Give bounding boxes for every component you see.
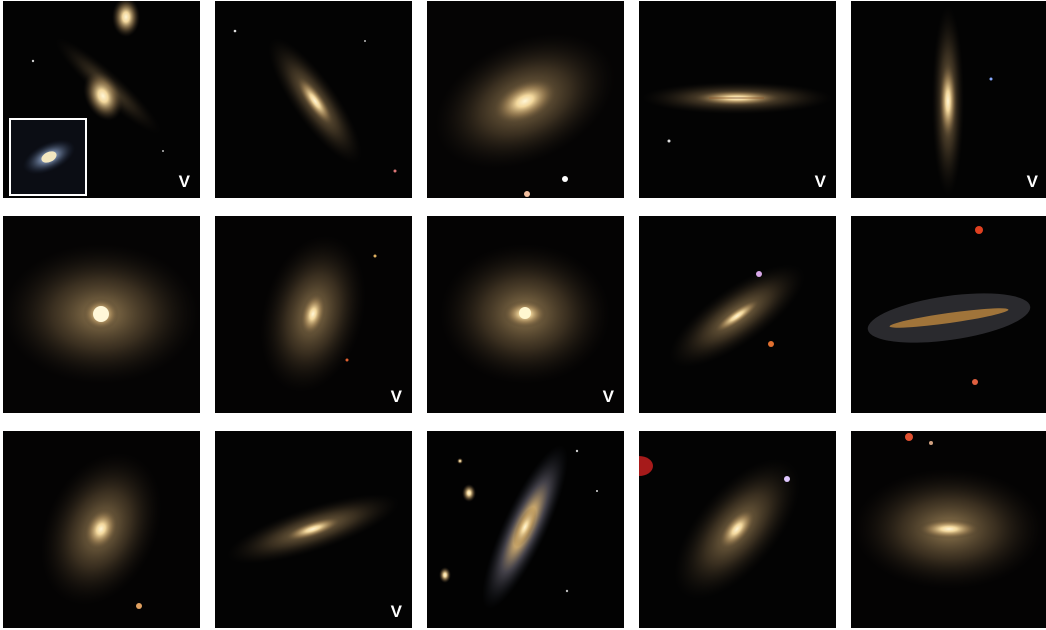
galaxy-image — [215, 1, 412, 198]
galaxy-tile-r1c2 — [215, 1, 412, 198]
galaxy-image — [851, 431, 1046, 628]
marker-v: V — [814, 172, 826, 191]
marker-v: V — [390, 387, 402, 406]
marker-v: V — [602, 387, 614, 406]
galaxy-tile-r2c1 — [3, 216, 200, 413]
inset-spiral-thumbnail — [9, 118, 87, 196]
galaxy-image — [3, 431, 200, 628]
galaxy-image — [639, 1, 836, 198]
marker-v: V — [178, 172, 190, 191]
galaxy-tile-r2c3: V — [427, 216, 624, 413]
galaxy-image — [639, 216, 836, 413]
galaxy-tile-r1c3 — [427, 1, 624, 198]
galaxy-image — [427, 1, 624, 198]
galaxy-image — [215, 431, 412, 628]
galaxy-tile-r1c1: V — [3, 1, 200, 198]
galaxy-image — [427, 431, 624, 628]
galaxy-image — [851, 1, 1046, 198]
galaxy-image — [215, 216, 412, 413]
galaxy-image — [851, 216, 1046, 413]
galaxy-image — [427, 216, 624, 413]
galaxy-tile-r1c4: V — [639, 1, 836, 198]
galaxy-tile-r1c5: V — [851, 1, 1046, 198]
galaxy-tile-r3c1 — [3, 431, 200, 628]
marker-v: V — [1026, 172, 1038, 191]
galaxy-tile-r2c4 — [639, 216, 836, 413]
galaxy-tile-r2c2: V — [215, 216, 412, 413]
galaxy-image — [3, 216, 200, 413]
galaxy-tile-r3c2: V — [215, 431, 412, 628]
galaxy-tile-r3c4 — [639, 431, 836, 628]
galaxy-tile-r3c3 — [427, 431, 624, 628]
marker-v: V — [390, 602, 402, 621]
galaxy-image — [639, 431, 836, 628]
galaxy-tile-r2c5 — [851, 216, 1046, 413]
galaxy-tile-r3c5 — [851, 431, 1046, 628]
